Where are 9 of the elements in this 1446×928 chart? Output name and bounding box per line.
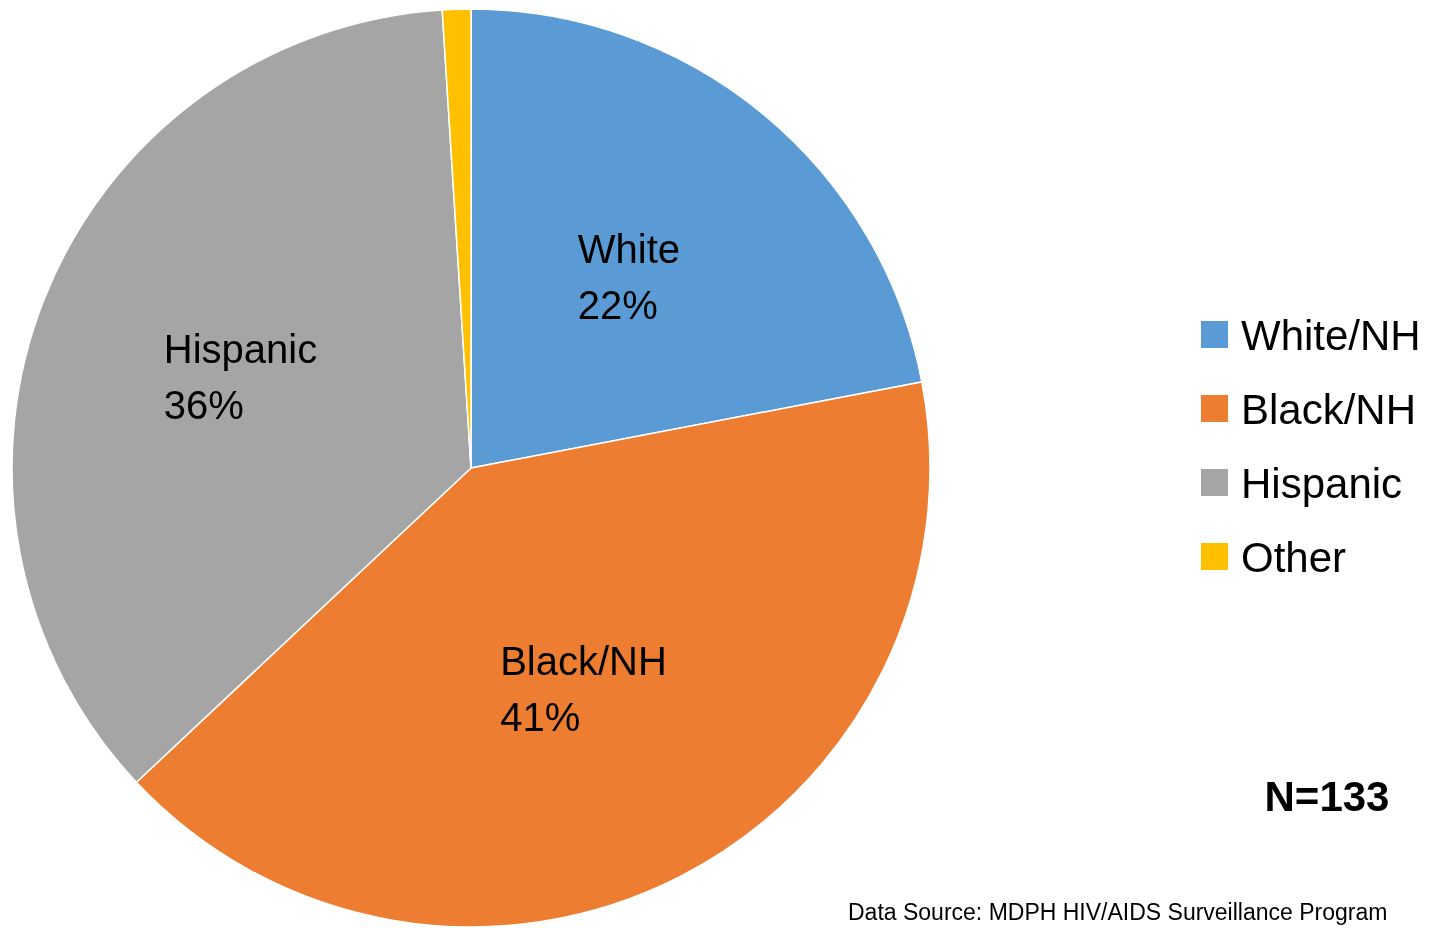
data-label: Black/NH 41% (500, 638, 667, 739)
data-label: Hispanic 36% (163, 326, 318, 427)
text: N=133 (1264, 773, 1390, 820)
data-label: White 22% (577, 227, 681, 328)
legend-label: Hispanic (1241, 460, 1403, 507)
legend-label: White/NH (1241, 312, 1421, 359)
legend-label: Other (1241, 534, 1347, 581)
legend-label: Black/NH (1241, 386, 1417, 433)
source-note: Data Source: MDPH HIV/AIDS Surveillance Program (848, 899, 1388, 925)
